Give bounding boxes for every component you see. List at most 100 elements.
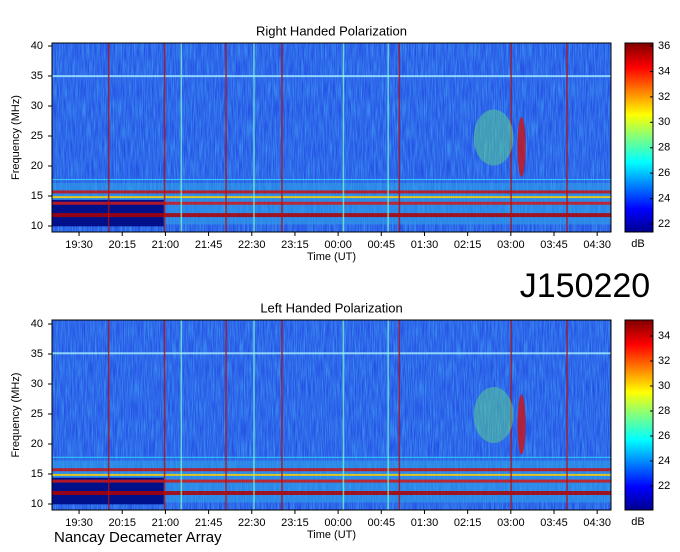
x-tick-label: 00:00 (324, 517, 352, 529)
y-tick-label: 25 (31, 130, 43, 142)
colorbar-tick-label: 30 (658, 380, 670, 392)
spectrogram-vline (510, 320, 512, 510)
spectrogram-vline (225, 320, 227, 510)
y-tick-label: 25 (31, 408, 43, 420)
spectrogram-band (52, 456, 611, 458)
y-tick-label: 15 (31, 190, 43, 202)
x-tick-label: 00:00 (324, 239, 352, 251)
y-axis-label: Frequency (MHz) (10, 95, 22, 180)
x-tick-label: 22:30 (238, 239, 266, 251)
spectrogram-vline (107, 320, 110, 510)
x-tick-label: 22:30 (238, 517, 266, 529)
spectrogram-vline (342, 320, 345, 510)
colorbar-tick-label: 26 (658, 430, 670, 442)
spectrogram-vline (398, 43, 401, 232)
colorbar (624, 42, 654, 233)
spectrogram-vline (387, 43, 389, 232)
colorbar-tick-label: 22 (658, 218, 670, 230)
x-tick-label: 21:45 (195, 517, 223, 529)
spectrogram-vline (225, 43, 227, 232)
colorbar-tick-label: 26 (658, 167, 670, 179)
spectrogram-burst (517, 116, 526, 177)
y-tick-label: 40 (31, 40, 43, 52)
x-tick-label: 20:15 (108, 517, 136, 529)
colorbar-label: dB (631, 238, 644, 250)
colorbar-tick-label: 32 (658, 91, 670, 103)
x-tick-label: 03:00 (497, 517, 525, 529)
panel-title: Right Handed Polarization (256, 23, 407, 38)
spectrogram-band (52, 468, 611, 472)
spectrogram-band (52, 479, 611, 483)
x-tick-label: 04:30 (583, 517, 611, 529)
y-tick-label: 35 (31, 348, 43, 360)
y-tick-label: 35 (31, 70, 43, 82)
spectrogram-vline (566, 43, 568, 232)
spectrogram-vline (566, 320, 568, 510)
spectrogram-vline (398, 320, 401, 510)
x-tick-label: 21:00 (152, 517, 180, 529)
x-tick-label: 21:00 (152, 239, 180, 251)
spectrogram-vline (387, 320, 389, 510)
spectrogram-vline (180, 43, 183, 232)
panel-title: Left Handed Polarization (260, 300, 402, 315)
colorbar-tick-label: 32 (658, 355, 670, 367)
spectrogram-band (52, 213, 611, 218)
plot-frame (51, 319, 612, 511)
x-tick-label: 23:15 (281, 239, 309, 251)
colorbar-tick-label: 22 (658, 480, 670, 492)
y-tick-label: 10 (31, 220, 43, 232)
colorbar-tick-label: 34 (658, 330, 670, 342)
spectrogram (52, 320, 611, 510)
y-axis-label: Frequency (MHz) (10, 373, 22, 458)
colorbar-tick-label: 24 (658, 455, 670, 467)
spectrogram-vline (281, 43, 283, 232)
spectrogram-band (52, 196, 611, 199)
spectrogram-band (52, 491, 611, 495)
spectrogram-vline (281, 320, 283, 510)
y-tick-label: 20 (31, 438, 43, 450)
spectrogram-band (52, 352, 611, 355)
y-tick-label: 20 (31, 160, 43, 172)
colorbar-tick-label: 24 (658, 192, 670, 204)
spectrogram-vline (253, 43, 255, 232)
x-tick-label: 00:45 (368, 517, 396, 529)
plot-frame (51, 42, 612, 233)
colorbar-tick-label: 30 (658, 116, 670, 128)
spectrogram-vline (107, 43, 110, 232)
spectrogram-burst (473, 109, 514, 166)
spectrogram-vline (342, 43, 345, 232)
spectrogram-vline (163, 320, 166, 510)
x-tick-label: 04:30 (583, 239, 611, 251)
x-tick-label: 19:30 (65, 517, 93, 529)
x-tick-label: 03:45 (540, 239, 568, 251)
x-tick-label: 02:15 (454, 517, 482, 529)
spectrogram-band (52, 190, 611, 194)
spectrogram-band (52, 201, 611, 205)
spectrogram (52, 43, 611, 232)
spectrogram-vline (253, 320, 255, 510)
spectrogram-band (52, 75, 611, 78)
colorbar-tick-label: 28 (658, 142, 670, 154)
spectrogram-vline (510, 43, 512, 232)
spectrogram-burst (517, 394, 526, 455)
observation-label: J150220 (520, 267, 650, 305)
spectrogram-band (52, 473, 611, 476)
colorbar-label: dB (631, 516, 644, 528)
y-tick-label: 40 (31, 318, 43, 330)
spectrogram-band (52, 179, 611, 181)
x-tick-label: 02:15 (454, 239, 482, 251)
footer: Nancay Decameter Array (54, 529, 222, 546)
colorbar-tick-label: 28 (658, 405, 670, 417)
spectrogram-vline (163, 43, 166, 232)
x-axis-label: Time (UT) (307, 529, 356, 541)
x-tick-label: 20:15 (108, 239, 136, 251)
x-tick-label: 00:45 (368, 239, 396, 251)
y-tick-label: 15 (31, 468, 43, 480)
colorbar-tick-label: 36 (658, 40, 670, 52)
spectrogram-burst (473, 387, 514, 443)
y-tick-label: 30 (31, 378, 43, 390)
x-tick-label: 01:30 (411, 239, 439, 251)
x-tick-label: 21:45 (195, 239, 223, 251)
y-tick-label: 30 (31, 100, 43, 112)
